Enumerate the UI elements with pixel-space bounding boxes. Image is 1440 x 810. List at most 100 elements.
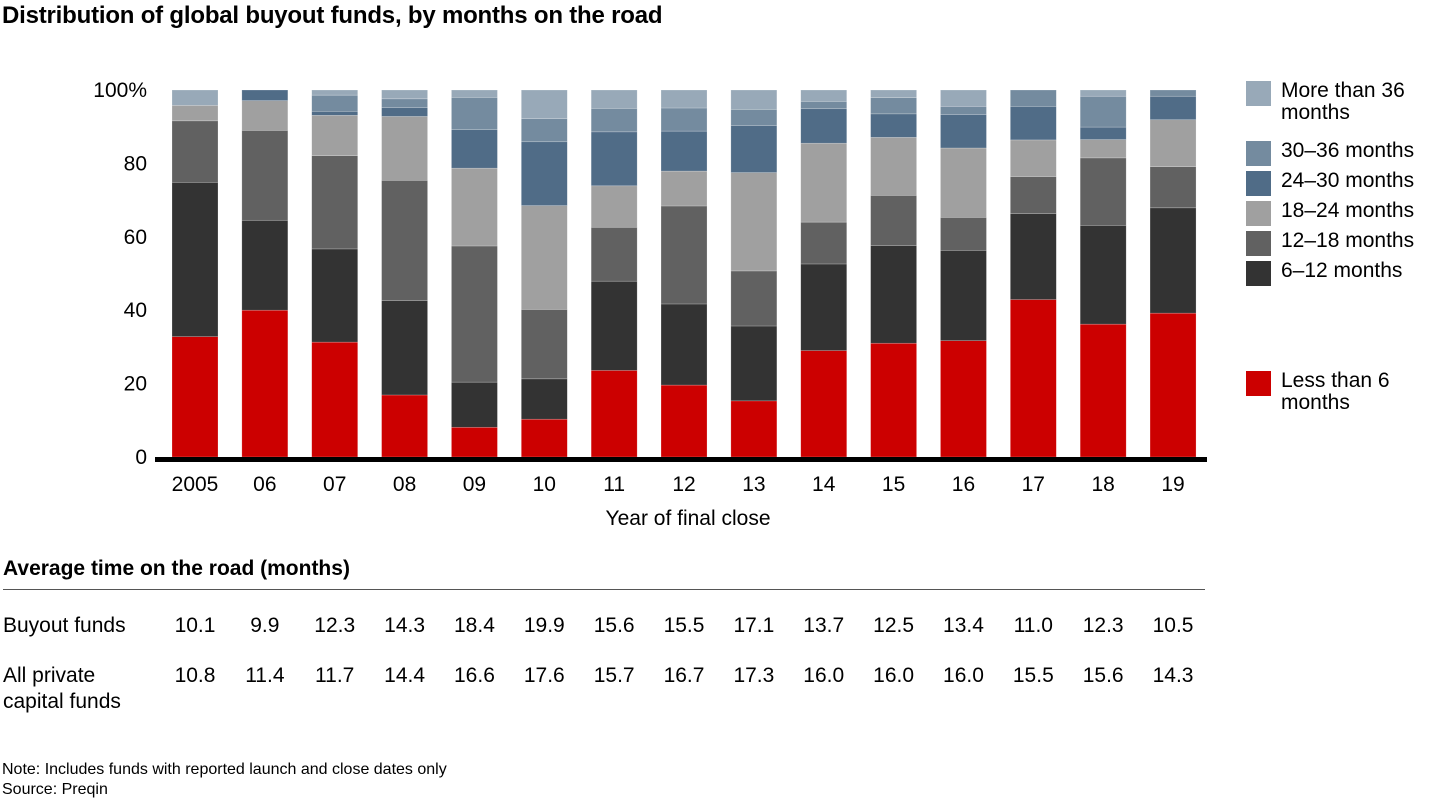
bar-segment-less-than-6-months-08 (381, 394, 428, 458)
table-row-label: Buyout funds (3, 614, 126, 637)
bar-segment-12-18-months-17 (1010, 176, 1057, 214)
table-cell: 10.8 (174, 664, 216, 687)
bar-segment-24-30-months-12 (660, 130, 708, 172)
bar-segment-6-12-months-17 (1010, 213, 1057, 300)
bar-segment-30-36-months-08 (381, 98, 428, 108)
table-cell: 17.6 (523, 664, 565, 687)
bar-segment-6-12-months-10 (520, 378, 568, 420)
stacked-bar-chart: 0 20 40 60 80 100% 2005 06 07 08 09 10 11 12 13 14 15 16… (93, 79, 1207, 530)
bar-stack-08 (381, 89, 428, 458)
bar-segment-30-36-months-09 (451, 97, 498, 130)
table-cell: 10.5 (1152, 614, 1194, 637)
y-tick-label: 60 (124, 226, 147, 249)
bar-segment-12-18-months-11 (590, 226, 638, 282)
bar-segment-18-24-months-19 (1149, 119, 1197, 168)
legend-swatch (1246, 141, 1271, 166)
table-cell: 14.4 (384, 664, 426, 687)
bar-segment-less-than-6-months-14 (800, 350, 848, 458)
x-tick-label: 14 (812, 473, 836, 496)
bar-segment-30-36-months-07 (311, 94, 359, 112)
table-cell: 10.1 (174, 614, 216, 637)
bar-stack-14 (800, 89, 848, 458)
bar-segment-18-24-months-13 (730, 172, 778, 272)
bar-segment-more-than-36-months-14 (800, 89, 848, 102)
legend-label: More than 36 months (1281, 79, 1405, 124)
bar-segment-24-30-months-19 (1149, 95, 1197, 121)
y-tick-label: 100% (93, 79, 147, 102)
bar-segment-12-18-months-16 (940, 217, 987, 251)
table-cell: 9.9 (250, 614, 280, 637)
bar-segment-6-12-months-07 (311, 248, 359, 343)
x-tick-label: 18 (1092, 473, 1115, 496)
bar-segment-18-24-months-18 (1079, 139, 1127, 159)
bar-segment-18-24-months-10 (520, 205, 568, 310)
table-cell: 15.6 (593, 614, 635, 637)
bar-segment-24-30-months-13 (730, 125, 778, 173)
bar-stack-12 (660, 89, 708, 458)
bar-segment-6-12-months-15 (870, 245, 917, 344)
bar-stack-15 (870, 89, 917, 458)
bar-segment-24-30-months-07 (311, 110, 359, 116)
bar-segment-more-than-36-months-07 (311, 89, 359, 96)
legend-swatch (1246, 201, 1271, 226)
bar-segment-more-than-36-months-2005 (171, 89, 219, 106)
bar-segment-6-12-months-11 (590, 280, 638, 371)
bar-segment-less-than-6-months-07 (311, 341, 359, 458)
table-cell: 17.1 (733, 614, 775, 637)
bar-segment-18-24-months-2005 (171, 105, 219, 122)
bar-segment-less-than-6-months-16 (940, 340, 987, 458)
y-tick-label: 20 (124, 373, 147, 396)
x-tick-label: 16 (952, 473, 975, 496)
bar-segment-18-24-months-15 (870, 137, 917, 196)
y-tick-label: 80 (124, 152, 147, 175)
bar-segment-30-36-months-10 (520, 118, 568, 143)
footnote: Note: Includes funds with reported launc… (2, 760, 447, 800)
legend-item: Less than 6 months (1246, 370, 1421, 414)
table-cell: 13.7 (803, 614, 845, 637)
bar-stack-17 (1010, 89, 1057, 458)
legend-item: 30–36 months (1246, 140, 1440, 166)
bar-segment-18-24-months-12 (660, 170, 708, 207)
bar-segment-30-36-months-14 (800, 101, 848, 110)
bar-segment-24-30-months-10 (520, 141, 568, 206)
bar-segment-24-30-months-08 (381, 107, 428, 117)
bar-segment-24-30-months-18 (1079, 126, 1127, 140)
bar-stack-06 (241, 89, 289, 458)
table-cell: 12.5 (873, 614, 915, 637)
table-cell: 11.0 (1013, 614, 1053, 637)
bar-segment-24-30-months-14 (800, 108, 848, 144)
legend-label: 6–12 months (1281, 259, 1403, 282)
bar-segment-more-than-36-months-15 (870, 89, 917, 99)
table-cell: 17.3 (733, 664, 775, 687)
legend-swatch (1246, 171, 1271, 196)
bar-segment-6-12-months-2005 (171, 182, 219, 337)
chart-title: Distribution of global buyout funds, by … (2, 2, 663, 29)
table-row-label: All private capital funds (3, 664, 121, 713)
x-tick-label: 11 (603, 473, 625, 496)
bar-segment-less-than-6-months-09 (451, 426, 498, 458)
bar-segment-24-30-months-11 (590, 131, 638, 187)
bar-segment-less-than-6-months-06 (241, 309, 289, 458)
bar-segment-more-than-36-months-13 (730, 89, 778, 110)
legend-item: 18–24 months (1246, 200, 1440, 226)
table-cell: 16.0 (873, 664, 915, 687)
bar-segment-less-than-6-months-15 (870, 342, 917, 458)
x-axis-title: Year of final close (606, 507, 771, 530)
bar-segment-18-24-months-09 (451, 167, 498, 247)
legend-swatch (1246, 261, 1271, 286)
bar-segment-12-18-months-06 (241, 130, 289, 221)
bar-segment-less-than-6-months-19 (1149, 312, 1197, 458)
bar-segment-less-than-6-months-12 (660, 384, 708, 458)
x-tick-label: 12 (672, 473, 695, 496)
x-tick-label: 2005 (172, 473, 219, 496)
bar-segment-18-24-months-14 (800, 142, 848, 223)
x-tick-label: 07 (323, 473, 346, 496)
bar-segment-30-36-months-19 (1149, 89, 1197, 97)
x-tick-label: 15 (882, 473, 905, 496)
bar-segment-more-than-36-months-11 (590, 89, 638, 109)
table-cell: 19.9 (523, 614, 565, 637)
table-cell: 12.3 (314, 614, 356, 637)
source-text: Source: Preqin (2, 781, 108, 798)
legend-swatch (1246, 231, 1271, 256)
bar-stack-09 (451, 89, 498, 458)
